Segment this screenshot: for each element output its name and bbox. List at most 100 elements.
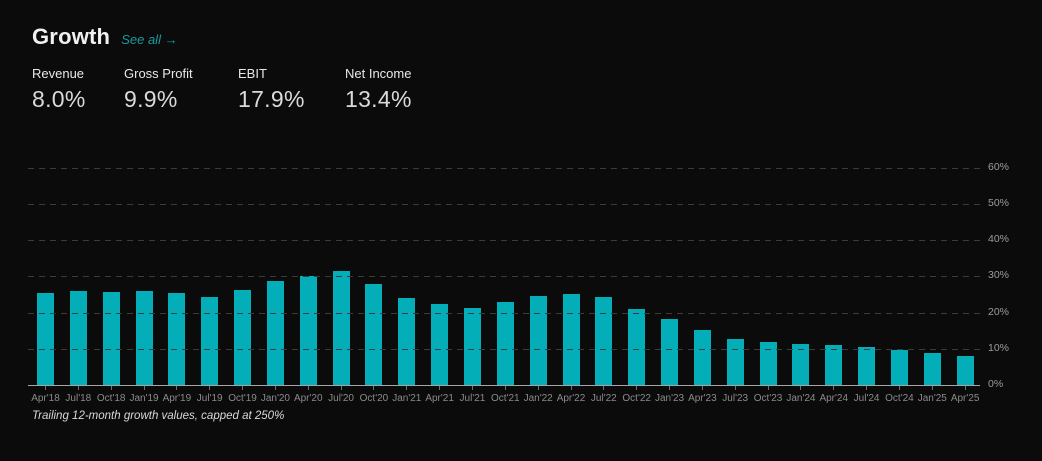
bar-column: Apr'21 (425, 140, 454, 404)
y-axis-tick-label: 60% (988, 160, 1010, 173)
bar[interactable] (69, 290, 87, 385)
x-axis-tick-label: Jul'19 (196, 393, 223, 404)
bar-column: Jul'24 (854, 140, 880, 404)
bar[interactable] (726, 338, 744, 385)
x-axis-tick-label: Apr'20 (293, 393, 323, 404)
x-axis-tick (373, 386, 375, 390)
chart-footnote: Trailing 12-month growth values, capped … (32, 410, 285, 422)
bar[interactable] (135, 290, 153, 385)
bar[interactable] (398, 298, 416, 385)
metric-ebit: EBIT 17.9% (238, 66, 345, 113)
gridline (28, 167, 980, 169)
bar[interactable] (562, 293, 580, 385)
bar-column: Oct'23 (754, 140, 782, 404)
y-axis-tick-label: 0% (988, 378, 1004, 390)
metric-value: 17.9% (238, 86, 305, 112)
bar[interactable] (858, 347, 876, 385)
bar-column: Apr'22 (557, 140, 585, 404)
bar[interactable] (923, 353, 941, 385)
x-axis-tick-label: Oct'21 (491, 393, 520, 404)
see-all-link[interactable]: See all → (121, 32, 178, 47)
metric-value: 13.4% (345, 86, 412, 112)
metric-label: EBIT (238, 66, 267, 81)
y-axis-tick-label: 30% (988, 269, 1010, 282)
gridline (28, 276, 980, 278)
x-axis-tick (471, 386, 473, 390)
x-axis-tick (504, 386, 506, 390)
bar[interactable] (956, 356, 974, 385)
bar[interactable] (266, 281, 284, 385)
bar[interactable] (890, 349, 908, 385)
bar-column: Apr'24 (819, 140, 848, 404)
bar-column: Apr'19 (163, 140, 191, 404)
x-axis-tick-label: Apr'19 (162, 393, 192, 404)
x-axis-tick-label: Jan'24 (786, 393, 816, 404)
x-axis-tick (110, 386, 112, 390)
x-axis-tick-label: Jan'22 (523, 393, 553, 404)
x-axis-tick (307, 386, 309, 390)
x-axis-tick (209, 386, 211, 390)
bar[interactable] (529, 295, 547, 385)
x-axis-tick-label: Apr'22 (556, 393, 586, 404)
gridline (28, 240, 980, 242)
bar[interactable] (201, 297, 219, 385)
x-axis-tick-label: Jul'20 (328, 393, 355, 404)
metric-label: Net Income (345, 66, 412, 81)
bar[interactable] (332, 270, 350, 385)
x-axis-tick (439, 386, 441, 390)
x-axis-tick (570, 386, 572, 390)
metric-net-income: Net Income 13.4% (345, 66, 412, 113)
bar[interactable] (102, 291, 120, 385)
x-axis-tick (603, 386, 605, 390)
x-axis-tick-label: Jan'19 (129, 393, 159, 404)
bar-column: Jul'22 (591, 140, 617, 404)
x-axis-tick (800, 386, 802, 390)
x-axis-tick (77, 386, 79, 390)
metrics-row: Revenue 8.0% Gross Profit 9.9% EBIT 17.9… (32, 66, 412, 113)
bar[interactable] (825, 345, 843, 385)
x-axis-tick (833, 386, 835, 390)
bar[interactable] (792, 344, 810, 385)
x-axis-tick (45, 386, 46, 390)
bar-column: Jan'24 (786, 140, 815, 404)
x-axis-tick-label: Apr'21 (425, 393, 454, 404)
x-axis-tick (866, 386, 868, 390)
y-axis-tick-label: 10% (988, 341, 1010, 354)
bar-column: Oct'21 (491, 140, 520, 404)
y-axis-tick-label: 40% (988, 233, 1010, 246)
bar-column: Oct'19 (228, 140, 257, 404)
bar[interactable] (661, 319, 679, 385)
gridline (28, 204, 980, 205)
bar[interactable] (628, 308, 646, 385)
x-axis-tick (242, 386, 244, 390)
x-axis-tick-label: Apr'23 (688, 393, 717, 404)
x-axis-tick (964, 386, 966, 390)
x-axis-tick-label: Oct'24 (885, 393, 914, 404)
bar[interactable] (168, 292, 186, 385)
x-axis-tick-label: Oct'20 (359, 393, 389, 404)
bar[interactable] (299, 276, 317, 385)
x-axis-tick (143, 386, 145, 390)
x-axis-tick (636, 386, 638, 390)
x-axis-tick-label: Apr'25 (950, 393, 980, 404)
metric-label: Gross Profit (124, 66, 193, 81)
x-axis-tick (406, 386, 408, 390)
bar[interactable] (496, 301, 514, 385)
x-axis-tick-label: Apr'18 (31, 393, 60, 404)
x-axis-tick-label: Oct'19 (228, 393, 257, 404)
bar-column: Jul'19 (197, 140, 223, 404)
bar[interactable] (463, 307, 481, 385)
bar[interactable] (759, 341, 777, 385)
x-axis-tick-label: Jan'21 (392, 393, 422, 404)
y-axis-tick-label: 50% (988, 197, 1010, 209)
bar-column: Apr'18 (31, 140, 60, 404)
bar[interactable] (234, 289, 252, 385)
bar[interactable] (595, 296, 613, 385)
bar[interactable] (37, 292, 54, 385)
bar[interactable] (431, 303, 449, 385)
bar-column: Jul'20 (328, 140, 354, 404)
bar[interactable] (365, 284, 383, 385)
bar[interactable] (693, 329, 711, 385)
x-axis-tick-label: Jul'23 (722, 393, 749, 404)
x-axis-tick (274, 386, 276, 390)
